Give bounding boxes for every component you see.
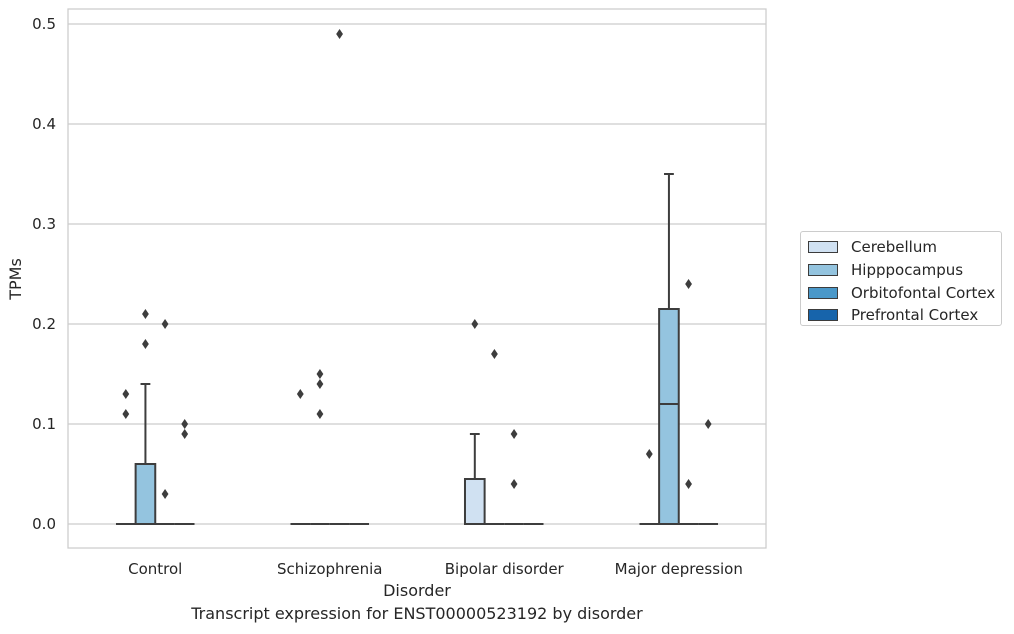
legend-label: Cerebellum [851,238,937,257]
plot-area-frame [67,8,767,549]
y-tick-label: 0.4 [32,115,56,133]
x-tick-label: Major depression [615,560,743,578]
x-axis-title: Disorder [383,581,451,600]
legend: Cerebellum Hipppocampus Orbitofontal Corte… [800,231,1002,326]
outlier-point [471,319,479,329]
outlier-point [336,29,343,39]
y-tick-label: 0.2 [32,315,56,333]
outlier-point [316,379,324,389]
box-cerebellum [463,433,486,525]
outlier-point [685,279,692,289]
box-iqr [658,308,680,525]
legend-swatch [808,286,838,299]
x-tick-label: Control [128,560,182,578]
outlier-point [122,409,130,419]
y-axis-title: TPMs [6,258,25,301]
outlier-point [704,419,712,429]
legend-swatch [808,241,838,254]
outlier-point [316,409,324,419]
legend-swatch [808,264,838,277]
legend-item: Orbitofontal Cortex [801,281,1001,304]
outlier-point [296,389,304,399]
legend-item: Prefrontal Cortex [801,304,1001,327]
y-tick-label: 0.0 [32,515,56,533]
legend-swatch [808,309,838,322]
x-axis-ticks: Control Schizophrenia Bipolar disorder Majo… [128,560,743,578]
outlier-point [491,349,498,359]
legend-item: Hipppocampus [801,259,1001,282]
outlier-point [161,319,169,329]
y-tick-label: 0.1 [32,415,56,433]
chart-caption: Transcript expression for ENST0000052319… [191,604,643,623]
outlier-point [142,339,149,349]
y-tick-label: 0.3 [32,215,56,233]
outlier-point [181,419,189,429]
outlier-point [685,479,692,489]
y-axis-ticks: 0.0 0.1 0.2 0.3 0.4 0.5 [32,15,56,533]
outlier-point [181,429,189,439]
outliers [122,29,712,499]
x-tick-label: Bipolar disorder [445,560,565,578]
legend-label: Prefrontal Cortex [851,306,979,325]
box-hipppocampus [134,383,157,525]
box-hipppocampus [658,173,680,525]
legend-label: Hipppocampus [851,261,964,280]
box-iqr [134,463,157,525]
outlier-point [645,449,653,459]
box-iqr [463,478,486,525]
outlier-point [510,429,518,439]
legend-item: Cerebellum [801,236,1001,259]
outlier-point [142,309,149,319]
outlier-point [161,489,169,499]
legend-label: Orbitofontal Cortex [851,283,996,302]
outlier-point [316,369,324,379]
y-tick-label: 0.5 [32,15,56,33]
boxes [115,173,719,525]
outlier-point [122,389,130,399]
outlier-point [510,479,518,489]
x-tick-label: Schizophrenia [277,560,382,578]
